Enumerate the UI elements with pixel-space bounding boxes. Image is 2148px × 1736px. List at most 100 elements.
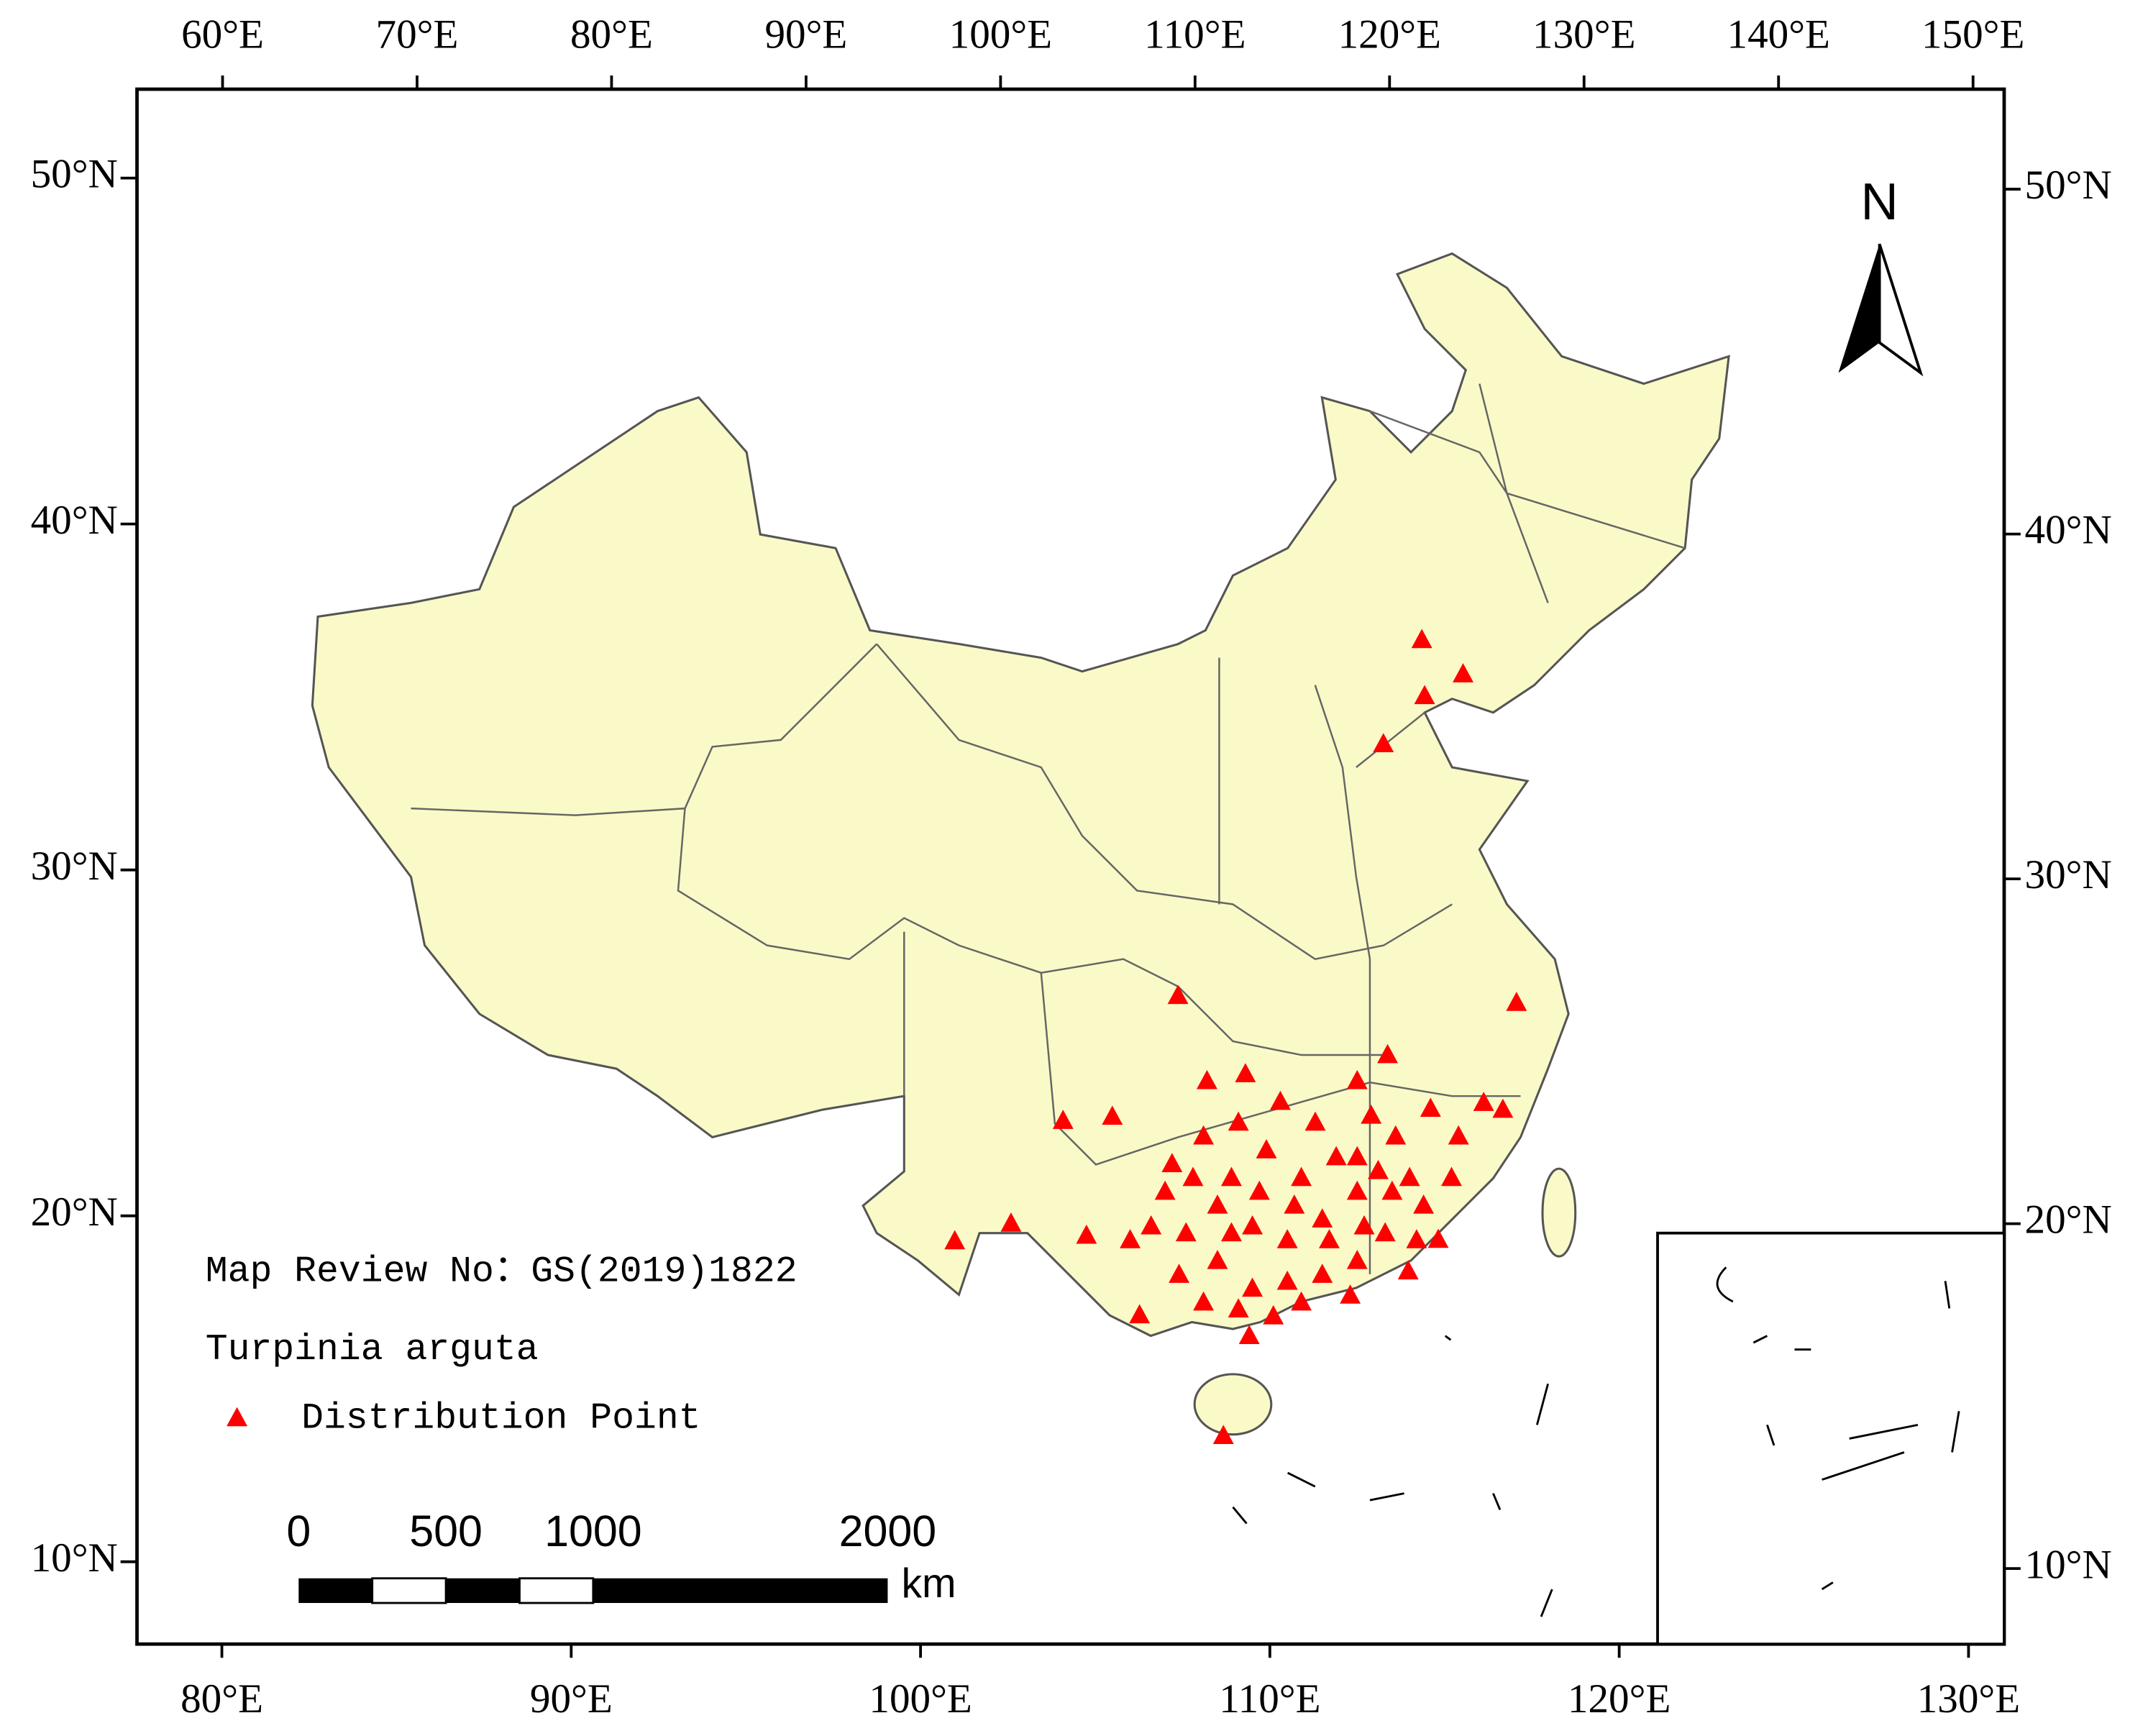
distribution-point xyxy=(1381,1180,1403,1200)
distribution-point xyxy=(1248,1180,1270,1200)
distribution-point xyxy=(1196,1069,1217,1089)
distribution-point xyxy=(1427,1228,1449,1248)
distribution-point xyxy=(1207,1249,1228,1269)
scale-unit: km xyxy=(901,1561,956,1607)
distribution-point xyxy=(1182,1166,1204,1187)
china-outline xyxy=(311,252,1730,1338)
distribution-point xyxy=(1193,1291,1215,1311)
top-tick-label: 110°E xyxy=(1144,12,1246,58)
distribution-point xyxy=(1235,1063,1256,1082)
distribution-point xyxy=(1325,1146,1347,1166)
distribution-point xyxy=(1506,992,1527,1011)
distribution-point xyxy=(1284,1194,1305,1214)
top-tick-label: 140°E xyxy=(1727,12,1830,58)
distribution-point xyxy=(1175,1222,1197,1242)
scale-bar: 0 500 1000 2000 km xyxy=(286,1507,956,1607)
distribution-point xyxy=(1291,1166,1312,1187)
distribution-point xyxy=(1373,733,1394,753)
distribution-point xyxy=(1399,1166,1420,1187)
distribution-point xyxy=(1269,1090,1291,1110)
distribution-point xyxy=(1374,1222,1396,1242)
legend-marker xyxy=(227,1407,248,1427)
distribution-point xyxy=(1492,1098,1514,1118)
distribution-point xyxy=(1397,1260,1419,1280)
top-tick-label: 120°E xyxy=(1338,12,1441,58)
distribution-point xyxy=(1304,1111,1326,1131)
bottom-tick-label: 130°E xyxy=(1917,1676,2020,1722)
scale-label: 500 xyxy=(409,1507,483,1555)
left-tick-label: 10°N xyxy=(31,1535,118,1581)
species-name: Turpinia arguta xyxy=(206,1329,539,1371)
scale-segment xyxy=(446,1578,520,1604)
distribution-point xyxy=(1263,1305,1284,1325)
province-border xyxy=(411,643,878,816)
top-tick-label: 130°E xyxy=(1532,12,1635,58)
distribution-point xyxy=(1120,1229,1141,1248)
bottom-tick-label: 110°E xyxy=(1219,1676,1320,1722)
top-tick-label: 80°E xyxy=(570,12,653,58)
distribution-point xyxy=(1207,1194,1228,1214)
distribution-point xyxy=(1228,1111,1249,1131)
right-tick-label: 50°N xyxy=(2025,163,2112,208)
inset-islands xyxy=(1716,1266,1960,1591)
distribution-point xyxy=(1411,629,1432,649)
distribution-point xyxy=(944,1230,966,1250)
scale-segment xyxy=(518,1577,595,1604)
province-border xyxy=(903,931,1521,1166)
distribution-point xyxy=(1242,1277,1263,1297)
distribution-point xyxy=(1353,1215,1375,1235)
distribution-point xyxy=(1212,1425,1234,1445)
distribution-point xyxy=(1141,1215,1162,1235)
scale-segment xyxy=(371,1577,447,1604)
distribution-points xyxy=(944,629,1527,1445)
distribution-point xyxy=(1076,1224,1097,1244)
island-marks xyxy=(1232,1335,1553,1617)
province-border xyxy=(677,808,1179,987)
right-tick-label: 30°N xyxy=(2025,852,2112,897)
map-review-note: Map Review No：GS(2019)1822 xyxy=(206,1251,797,1293)
distribution-point xyxy=(1367,1159,1389,1179)
distribution-point xyxy=(1238,1325,1260,1345)
distribution-point xyxy=(1276,1270,1298,1290)
taiwan-island xyxy=(1541,1167,1577,1258)
distribution-point xyxy=(1413,1194,1435,1214)
distribution-point xyxy=(1228,1298,1249,1317)
bottom-tick-label: 100°E xyxy=(869,1676,972,1722)
top-tick-label: 70°E xyxy=(376,12,459,58)
distribution-point xyxy=(1346,1180,1368,1200)
distribution-point xyxy=(1256,1139,1277,1159)
right-tick-label: 40°N xyxy=(2025,508,2112,553)
hainan-island xyxy=(1193,1373,1273,1436)
distribution-point xyxy=(1129,1304,1151,1324)
islands xyxy=(1232,1335,1553,1617)
distribution-point xyxy=(1440,1166,1462,1187)
distribution-point xyxy=(1406,1229,1427,1248)
left-tick-label: 30°N xyxy=(31,844,118,889)
left-tick-label: 50°N xyxy=(31,152,118,197)
distribution-point xyxy=(1276,1229,1298,1248)
bottom-tick-label: 90°E xyxy=(530,1676,613,1722)
scale-segment xyxy=(593,1578,888,1604)
scale-label: 2000 xyxy=(839,1507,937,1555)
top-tick-label: 100°E xyxy=(949,12,1052,58)
distribution-point xyxy=(1169,1264,1190,1283)
top-tick-label: 90°E xyxy=(764,12,847,58)
distribution-point xyxy=(1220,1166,1242,1187)
distribution-point xyxy=(1414,685,1435,705)
distribution-point xyxy=(1346,1146,1368,1166)
distribution-point xyxy=(1473,1092,1494,1111)
distribution-point xyxy=(1453,663,1473,682)
north-label: N xyxy=(1860,173,1898,231)
distribution-point xyxy=(1291,1291,1312,1311)
distribution-point xyxy=(1340,1284,1361,1304)
north-arrow xyxy=(1878,243,1924,377)
distribution-point xyxy=(1161,1153,1183,1172)
distribution-point xyxy=(1193,1125,1215,1145)
bottom-tick-label: 120°E xyxy=(1568,1676,1671,1722)
distribution-point xyxy=(1361,1104,1382,1124)
distribution-point xyxy=(1312,1208,1333,1228)
distribution-point xyxy=(1346,1249,1368,1269)
left-tick-label: 40°N xyxy=(31,498,118,543)
north-arrow xyxy=(1838,244,1880,373)
bottom-tick-label: 80°E xyxy=(180,1676,263,1722)
